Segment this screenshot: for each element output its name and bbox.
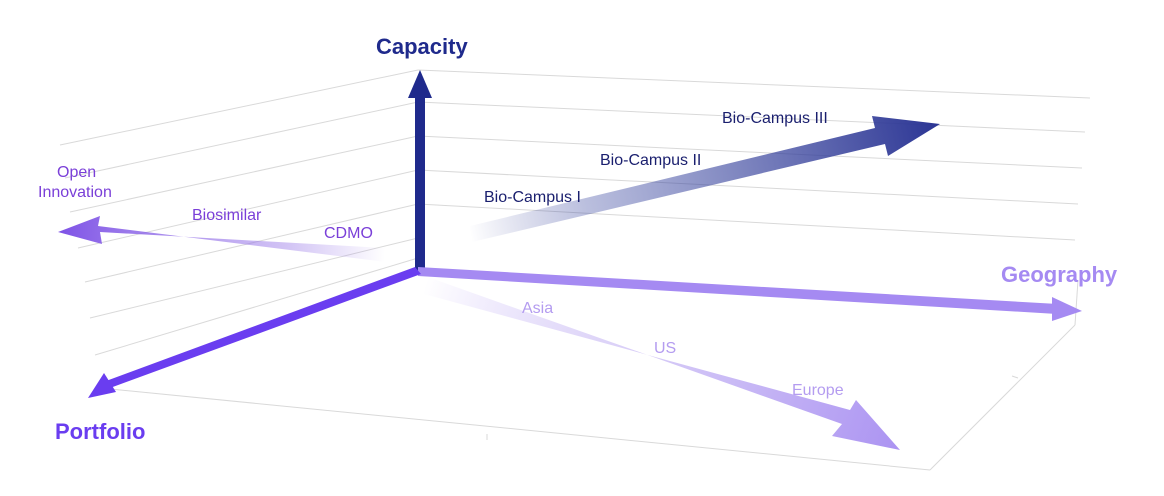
geography-axis	[418, 267, 1082, 321]
portfolio-axis-label: Portfolio	[55, 419, 145, 444]
geography-item-label: Asia	[522, 300, 553, 317]
portfolio-item-label: Open	[57, 164, 96, 181]
capacity-trend-arrow	[470, 116, 940, 242]
portfolio-item-label: Innovation	[38, 184, 112, 201]
portfolio-item-label: CDMO	[324, 225, 373, 242]
geography-trend-arrow	[424, 276, 900, 450]
portfolio-axis	[88, 267, 421, 398]
geography-axis-label: Geography	[1001, 262, 1118, 287]
capacity-axis	[408, 70, 432, 274]
back-grid	[59, 69, 1091, 471]
capacity-item-label: Bio-Campus III	[722, 110, 828, 127]
capacity-axis-label: Capacity	[376, 34, 468, 59]
portfolio-item-label: Biosimilar	[192, 207, 262, 224]
portfolio-trend-arrow	[58, 216, 386, 262]
geography-item-label: US	[654, 340, 676, 357]
capacity-item-label: Bio-Campus I	[484, 189, 581, 206]
capacity-item-label: Bio-Campus II	[600, 152, 701, 169]
geography-item-label: Europe	[792, 382, 844, 399]
